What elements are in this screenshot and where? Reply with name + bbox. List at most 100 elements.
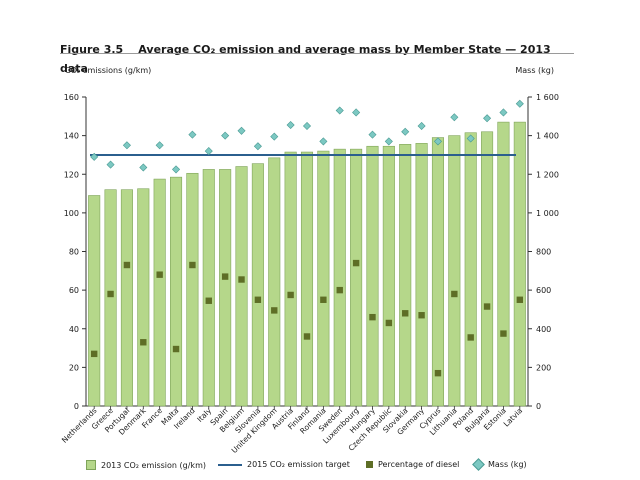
mass-marker [450,113,459,122]
emission-bar [366,145,379,407]
emission-bar [448,135,461,407]
diesel-marker [90,350,98,358]
right-tick-label: 1 200 [536,170,559,179]
emission-bar [251,163,264,407]
x-tick-label: Latvia [502,406,525,429]
diesel-marker [500,330,507,337]
mass-marker [122,141,131,150]
left-tick-label: 120 [64,170,79,179]
diesel-marker [352,259,360,267]
emission-bar [153,178,166,407]
legend-item-diesel: Percentage of diesel [366,460,459,469]
right-axis-label: Mass (kg) [515,66,554,75]
mass-marker [401,127,410,136]
diesel-marker [402,310,409,317]
diesel-marker [336,286,343,294]
diesel-marker [189,261,196,269]
mass-marker [204,147,213,156]
mass-marker [417,121,426,130]
right-tick-label: 400 [536,325,551,334]
mass-marker [172,165,181,174]
mass-marker [188,130,197,139]
mass-marker [106,160,115,169]
diesel-marker [418,312,425,319]
diesel-marker [516,296,524,303]
diesel-marker [385,319,393,327]
emission-bar [431,137,444,407]
legend-square-swatch [366,461,373,468]
diesel-marker [156,271,163,278]
left-tick-label: 100 [64,209,79,218]
mass-marker [515,99,524,108]
emission-bar [513,121,526,407]
diesel-marker [221,273,229,280]
emission-bar [170,176,183,407]
mass-marker [237,126,246,135]
left-tick-label: 0 [74,402,79,411]
emission-bar [88,195,101,407]
emission-bar [415,143,428,407]
emission-bar [333,148,346,407]
figure-title-row: Figure 3.5 Average CO₂ emission and aver… [60,38,574,76]
emission-bar [219,169,232,407]
mass-marker [270,132,279,141]
emission-bar [481,131,494,407]
emission-bar [399,144,412,407]
mass-marker [90,152,99,161]
right-tick-label: 800 [536,248,551,257]
mass-marker [466,134,475,143]
right-tick-label: 1 400 [536,132,559,141]
diesel-marker [483,303,491,310]
left-tick-label: 20 [69,363,79,372]
mass-markers-group [90,99,524,174]
mass-marker [221,131,230,140]
emission-bar [268,157,281,407]
mass-marker [499,108,508,117]
legend-line-swatch [218,463,242,466]
emission-bar [235,166,248,407]
diesel-marker [434,369,442,377]
right-tick-label: 1 000 [536,209,559,218]
right-tick-label: 600 [536,286,551,295]
left-tick-label: 40 [69,325,79,334]
diesel-marker [303,333,311,340]
emission-bar [202,169,215,407]
left-tick-label: 160 [64,93,79,102]
mass-marker [483,114,492,123]
diesel-marker [287,291,294,299]
diesel-marker [369,313,376,321]
legend-item-target: 2015 CO₂ emission target [218,460,350,469]
emission-bar [317,150,330,407]
mass-marker [302,121,312,130]
emission-bar [137,188,150,407]
mass-marker [139,163,148,172]
emission-bar [300,151,314,407]
x-labels-group: NetherlandsGreecePortugalDenmarkFranceMa… [60,406,524,455]
diesel-marker [238,276,245,283]
diesel-marker [467,334,474,341]
legend-bars-label: 2013 CO₂ emission (g/km) [101,460,206,470]
diesel-markers-group [90,259,524,377]
left-tick-label: 60 [69,286,79,295]
mass-marker [352,108,361,117]
mass-marker [286,120,295,130]
left-tick-label: 140 [64,132,79,141]
legend-diesel-label: Percentage of diesel [378,460,460,469]
emission-bar [186,172,199,407]
mass-marker [253,142,262,151]
legend-item-bars: 2013 CO₂ emission (g/km) [86,460,206,470]
right-tick-label: 200 [536,363,551,372]
diesel-marker [172,345,180,353]
diesel-marker [320,296,327,303]
mass-marker [335,106,344,115]
emission-bar [497,121,510,407]
mass-marker [319,137,328,146]
diesel-marker [451,290,458,298]
diesel-marker [107,290,114,298]
figure-number: Figure 3.5 [60,43,124,56]
title-rule [60,53,574,54]
diesel-marker [123,261,131,269]
emission-bar [382,145,395,407]
legend-diamond-swatch [472,458,485,471]
